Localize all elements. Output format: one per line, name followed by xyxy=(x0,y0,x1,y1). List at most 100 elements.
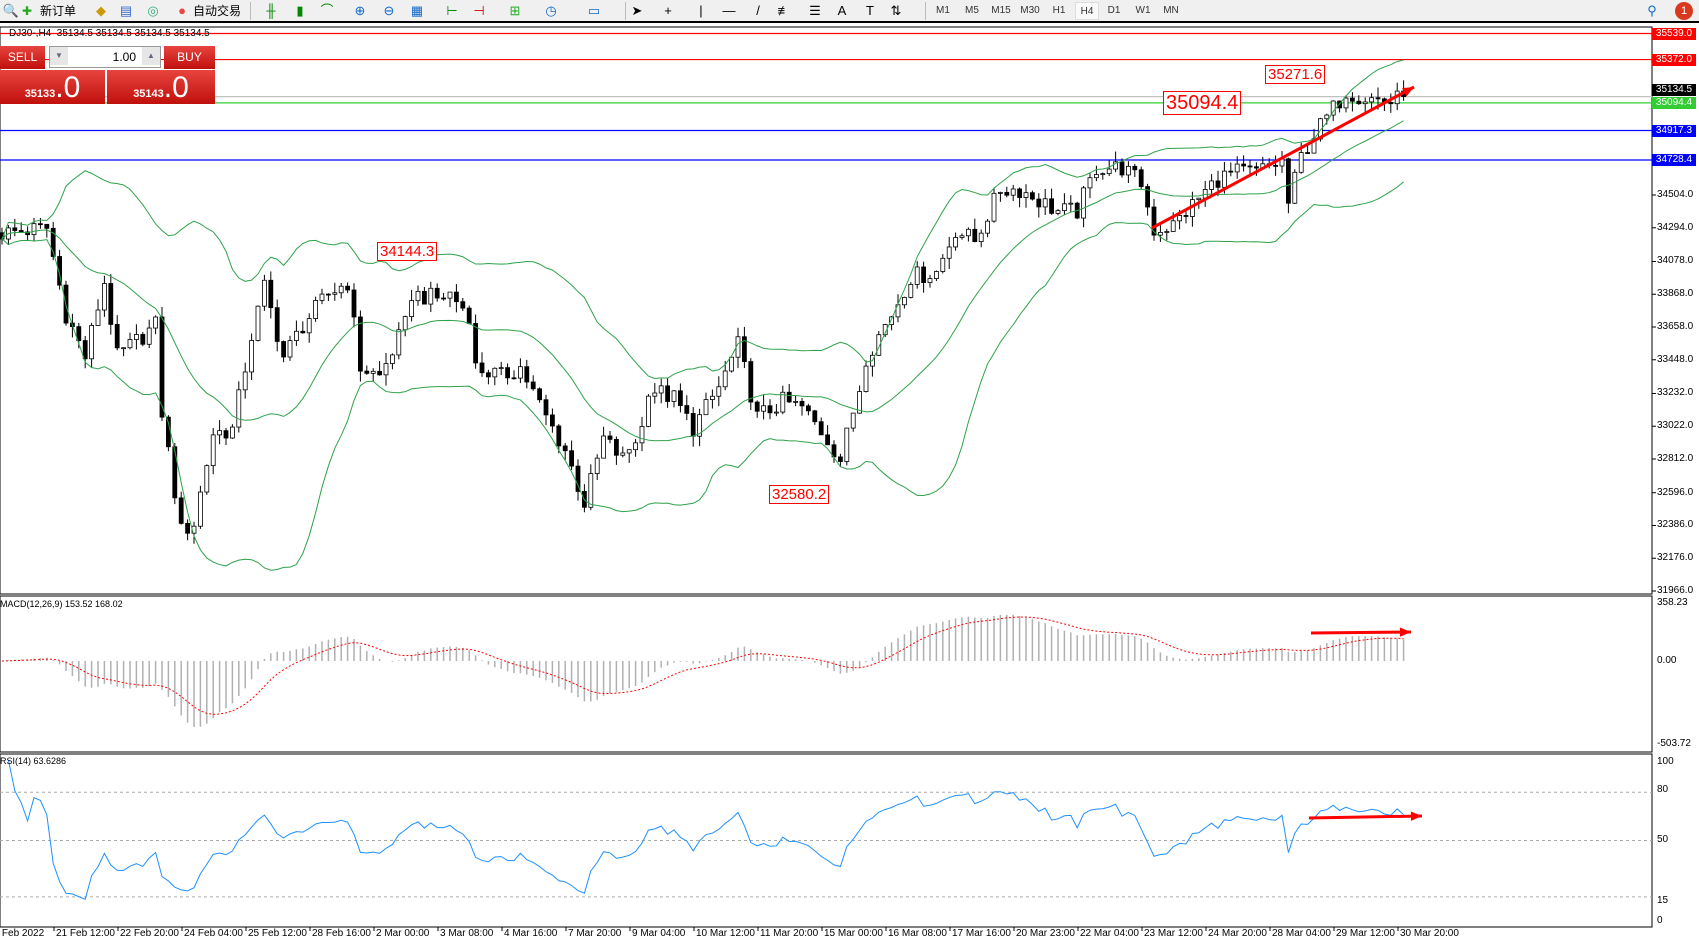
timeframe-h4[interactable]: H4 xyxy=(1075,2,1099,20)
timeframe-d1[interactable]: D1 xyxy=(1107,5,1121,16)
tile-windows-icon[interactable]: ▦ xyxy=(410,3,424,18)
text-label-icon[interactable]: T xyxy=(866,3,874,18)
bull-candle xyxy=(402,316,408,331)
bull-candle xyxy=(127,339,133,349)
price-annotation[interactable]: 34144.3 xyxy=(377,242,438,261)
time-axis-label: 18 Feb 2022 xyxy=(0,928,45,939)
auto-trading-button[interactable]: 自动交易 xyxy=(193,4,242,18)
bull-candle xyxy=(293,330,299,341)
bull-candle xyxy=(780,391,786,413)
autoscroll-icon[interactable]: ⊣ xyxy=(473,3,485,18)
trendline-icon[interactable]: / xyxy=(756,3,760,18)
price-annotation[interactable]: 35271.6 xyxy=(1265,65,1326,84)
timeframe-m15[interactable]: M15 xyxy=(991,5,1011,16)
buy-price[interactable]: 35143.0 xyxy=(107,70,215,104)
rsi-axis-50: 50 xyxy=(1657,834,1669,845)
price-level-label: 35539.0 xyxy=(1652,27,1696,40)
candlestick-icon[interactable]: ▮ xyxy=(296,3,304,18)
bull-candle xyxy=(498,367,504,370)
text-icon[interactable]: A xyxy=(837,3,847,18)
bear-candle xyxy=(18,230,24,233)
timeframe-h1[interactable]: H1 xyxy=(1052,5,1066,16)
price-axis-label: 32596.0 xyxy=(1657,486,1694,498)
crosshair-icon[interactable]: + xyxy=(664,3,672,18)
new-order-button[interactable]: 新订单 xyxy=(40,4,77,18)
search-icon[interactable]: 🔍 xyxy=(2,3,20,18)
bull-candle xyxy=(518,366,523,379)
bull-candle xyxy=(383,363,389,376)
volume-up-button[interactable]: ▲ xyxy=(142,47,160,65)
bear-candle xyxy=(351,289,357,318)
bear-candle xyxy=(1215,180,1221,188)
search-icon[interactable]: ⚲ xyxy=(1647,3,1657,18)
notifications-badge[interactable]: 1 xyxy=(1675,2,1693,20)
bull-candle xyxy=(716,386,722,397)
bear-candle xyxy=(274,307,280,342)
sell-button[interactable]: SELL xyxy=(0,46,45,69)
trend-arrow xyxy=(1151,85,1415,230)
horizontal-line-icon[interactable]: — xyxy=(722,3,736,18)
zoom-out-icon[interactable]: ⊖ xyxy=(383,3,395,18)
timeframe-mn[interactable]: MN xyxy=(1163,5,1179,16)
bull-candle xyxy=(1055,210,1061,214)
timeframe-w1[interactable]: W1 xyxy=(1135,5,1151,16)
price-annotation[interactable]: 35094.4 xyxy=(1163,91,1242,115)
macd-axis-zero: 0.00 xyxy=(1657,655,1677,666)
auto-trading-icon[interactable]: ● xyxy=(178,3,186,18)
time-axis-label: 2 Mar 00:00 xyxy=(376,928,430,939)
bear-candle xyxy=(786,391,792,403)
arrows-icon[interactable]: ⇅ xyxy=(890,3,902,18)
line-chart-icon[interactable]: ⌒ xyxy=(320,3,334,18)
bear-candle xyxy=(1183,215,1189,217)
periods-icon[interactable]: ◷ xyxy=(545,3,557,18)
templates-icon[interactable]: ▭ xyxy=(587,3,601,18)
bar-chart-icon[interactable]: ╫ xyxy=(266,3,276,18)
timeframe-m5[interactable]: M5 xyxy=(965,5,979,16)
macd-signal-line xyxy=(1,616,1404,715)
price-level-label: 35372.0 xyxy=(1652,53,1696,66)
timeframe-m1[interactable]: M1 xyxy=(936,5,950,16)
channel-icon[interactable]: ≢ xyxy=(777,3,791,18)
rsi-arrow-head xyxy=(1410,811,1422,821)
timeframe-m30[interactable]: M30 xyxy=(1020,5,1040,16)
volume-input[interactable]: 1.00 xyxy=(49,46,161,68)
bear-candle xyxy=(377,370,383,376)
new-order-icon[interactable]: ✚ xyxy=(22,4,33,18)
fibonacci-icon[interactable]: ☰ xyxy=(809,3,821,18)
bull-candle xyxy=(646,395,651,427)
price-axis-label: 32812.0 xyxy=(1657,453,1694,464)
bull-candle xyxy=(1094,174,1099,179)
cursor-icon[interactable]: ➤ xyxy=(631,3,643,18)
zoom-in-icon[interactable]: ⊕ xyxy=(354,3,366,18)
one-click-trading-panel: SELL 1.00 ▼ ▲ BUY 35133.0 35143.0 xyxy=(0,46,215,104)
bull-candle xyxy=(261,279,267,307)
bull-candle xyxy=(492,367,498,378)
bull-candle xyxy=(332,292,338,295)
time-axis-label: 22 Mar 04:00 xyxy=(1080,928,1139,939)
bull-candle xyxy=(588,473,594,508)
sell-price[interactable]: 35133.0 xyxy=(0,70,105,104)
bear-candle xyxy=(453,291,459,303)
bull-candle xyxy=(396,329,402,356)
signal-icon[interactable]: ◎ xyxy=(147,3,159,18)
bull-candle xyxy=(620,452,626,456)
macd-axis-min: -503.72 xyxy=(1657,738,1691,749)
chart-shift-icon[interactable]: ⊢ xyxy=(446,3,458,18)
gold-icon[interactable]: ◆ xyxy=(96,3,106,18)
bear-candle xyxy=(1356,100,1362,105)
bull-candle xyxy=(601,435,606,459)
vertical-line-icon[interactable]: | xyxy=(699,3,703,18)
indicators-icon[interactable]: ⊞ xyxy=(509,3,521,18)
bear-candle xyxy=(223,430,229,439)
price-annotation[interactable]: 32580.2 xyxy=(769,485,830,504)
history-icon[interactable]: ▤ xyxy=(119,3,133,18)
bull-candle xyxy=(710,395,715,400)
buy-button[interactable]: BUY xyxy=(164,46,215,69)
bear-candle xyxy=(466,307,472,324)
rsi-arrow xyxy=(1308,814,1423,820)
volume-down-button[interactable]: ▼ xyxy=(50,47,68,65)
rsi-label: RSI(14) 63.6286 xyxy=(0,756,67,766)
bear-candle xyxy=(345,285,351,291)
bear-candle xyxy=(556,425,562,447)
